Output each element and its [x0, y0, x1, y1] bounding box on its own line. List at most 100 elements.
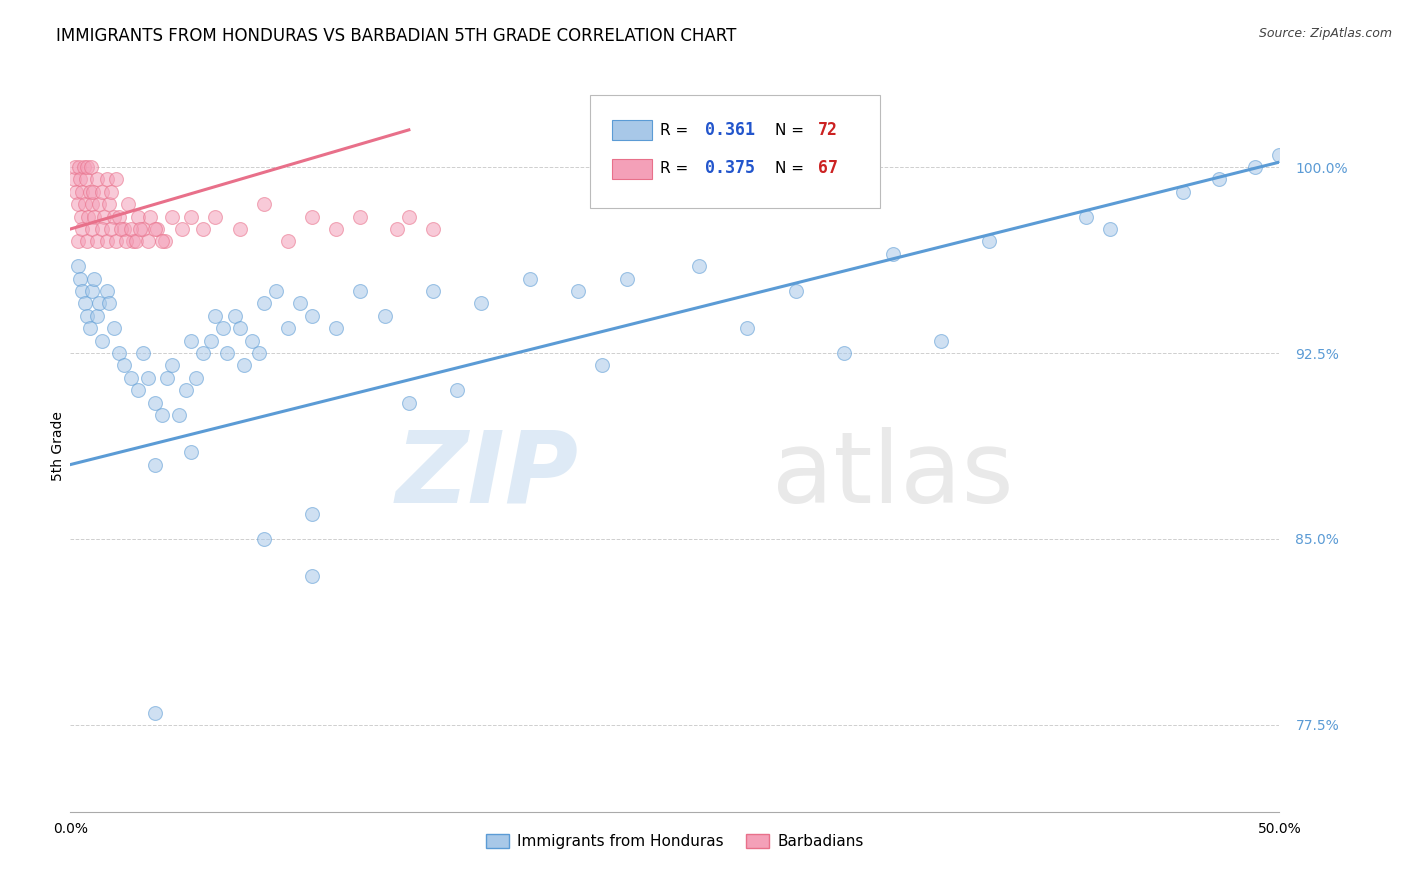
Point [180, 210, 202, 224]
Point [80, 284, 103, 298]
Text: 72: 72 [817, 121, 838, 139]
Legend: Immigrants from Honduras, Barbadians: Immigrants from Honduras, Barbadians [481, 828, 869, 855]
Point [83, 271, 105, 285]
Point [228, 321, 250, 335]
Point [224, 309, 246, 323]
Point [253, 532, 276, 546]
Point [72, 284, 94, 298]
Text: atlas: atlas [772, 426, 1014, 524]
Point [96, 235, 118, 249]
Point [72, 222, 94, 236]
Text: ZIP: ZIP [395, 426, 578, 524]
Point [184, 371, 207, 385]
Text: 67: 67 [817, 159, 838, 177]
Point [277, 235, 299, 249]
Point [89, 197, 111, 211]
Point [80, 222, 103, 236]
Text: IMMIGRANTS FROM HONDURAS VS BARBADIAN 5TH GRADE CORRELATION CHART: IMMIGRANTS FROM HONDURAS VS BARBADIAN 5T… [56, 27, 737, 45]
Point [737, 321, 759, 335]
Point [1074, 210, 1097, 224]
Point [66, 235, 89, 249]
Point [73, 197, 96, 211]
Point [591, 359, 613, 373]
Point [98, 197, 121, 211]
Point [211, 321, 233, 335]
Y-axis label: 5th Grade: 5th Grade [51, 411, 65, 481]
Point [107, 210, 129, 224]
Point [616, 271, 638, 285]
Point [90, 334, 112, 348]
Point [200, 334, 222, 348]
Point [63, 160, 86, 174]
Point [139, 210, 162, 224]
Point [143, 706, 166, 720]
Point [882, 247, 904, 261]
Point [301, 507, 323, 521]
Point [143, 222, 166, 236]
Point [264, 284, 287, 298]
Text: R =: R = [661, 122, 693, 137]
Point [112, 359, 135, 373]
Point [63, 172, 86, 186]
Point [69, 271, 91, 285]
Point [160, 359, 183, 373]
Point [69, 172, 91, 186]
Point [132, 222, 155, 236]
Point [136, 371, 159, 385]
Point [112, 222, 135, 236]
Point [1171, 185, 1194, 199]
Point [180, 334, 202, 348]
Point [127, 210, 149, 224]
Point [96, 172, 118, 186]
Point [688, 259, 710, 273]
Point [76, 235, 98, 249]
Point [567, 284, 589, 298]
Point [325, 222, 347, 236]
Point [146, 222, 169, 236]
Point [143, 395, 166, 409]
Point [96, 284, 118, 298]
Point [228, 222, 250, 236]
Point [325, 321, 347, 335]
Point [89, 296, 111, 310]
Point [288, 296, 311, 310]
Point [240, 334, 263, 348]
Point [79, 185, 101, 199]
Point [115, 235, 138, 249]
Point [90, 185, 112, 199]
Text: Source: ZipAtlas.com: Source: ZipAtlas.com [1258, 27, 1392, 40]
Point [76, 160, 98, 174]
Point [127, 383, 149, 397]
Point [1208, 172, 1230, 186]
Point [167, 408, 190, 422]
Point [66, 197, 89, 211]
Point [80, 197, 103, 211]
Point [86, 235, 108, 249]
Point [65, 185, 87, 199]
Point [349, 284, 371, 298]
Point [66, 259, 89, 273]
Point [67, 160, 90, 174]
Point [446, 383, 468, 397]
Point [398, 210, 420, 224]
Point [398, 395, 420, 409]
Bar [612, 159, 652, 179]
Point [72, 160, 94, 174]
Bar [612, 120, 652, 140]
Point [176, 383, 198, 397]
Point [929, 334, 952, 348]
Point [785, 284, 807, 298]
Point [136, 235, 159, 249]
Point [832, 346, 855, 360]
Point [253, 197, 276, 211]
Text: N =: N = [775, 161, 808, 176]
Point [277, 321, 299, 335]
Point [150, 408, 173, 422]
Point [385, 222, 408, 236]
Point [77, 210, 100, 224]
Point [105, 235, 128, 249]
Point [301, 210, 323, 224]
Point [204, 210, 226, 224]
Point [98, 296, 121, 310]
Text: R =: R = [661, 161, 693, 176]
